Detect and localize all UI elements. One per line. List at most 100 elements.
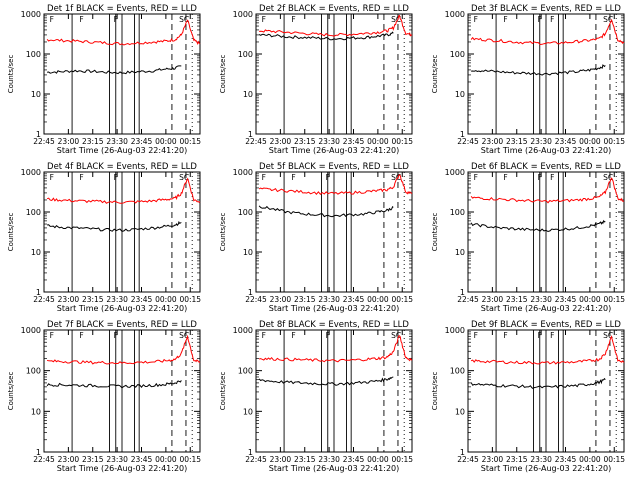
- series-events-line: [258, 376, 394, 386]
- y-tick-label: 1000: [445, 326, 465, 335]
- y-tick-label: 1: [460, 288, 465, 297]
- series-lld-line: [470, 177, 625, 204]
- x-tick-label: 23:45: [555, 137, 577, 146]
- flag-label: F: [79, 15, 83, 24]
- x-tick-label: 00:15: [603, 295, 625, 304]
- flag-label: SC: [179, 331, 189, 340]
- series-events-line: [46, 380, 182, 389]
- x-axis-label: Start Time (26-Aug-03 22:41:20): [481, 146, 612, 155]
- y-tick-label: 1000: [233, 326, 253, 335]
- flag-label: F: [474, 15, 478, 24]
- x-tick-label: 00:00: [155, 295, 177, 304]
- x-tick-label: 22:45: [245, 455, 267, 464]
- x-tick-label: 23:30: [318, 295, 340, 304]
- flag-label: F: [262, 173, 266, 182]
- x-tick-label: 23:45: [555, 455, 577, 464]
- flag-label: F: [474, 331, 478, 340]
- x-tick-label: 00:15: [179, 295, 201, 304]
- flag-label: F: [326, 173, 330, 182]
- panel-title: Det 8f BLACK = Events, RED = LLD: [259, 320, 409, 330]
- y-tick-label: 1: [36, 130, 41, 139]
- x-tick-label: 23:30: [530, 137, 552, 146]
- y-tick-label: 1000: [21, 168, 41, 177]
- flag-label: F: [326, 331, 330, 340]
- flag-label: F: [291, 15, 295, 24]
- y-tick-label: 100: [450, 208, 465, 217]
- panel-title: Det 3f BLACK = Events, RED = LLD: [471, 4, 621, 14]
- x-tick-label: 00:00: [579, 455, 601, 464]
- y-tick-label: 100: [450, 50, 465, 59]
- x-tick-label: 23:00: [58, 455, 80, 464]
- x-tick-label: 23:00: [58, 137, 80, 146]
- x-tick-label: 22:45: [457, 295, 479, 304]
- x-tick-label: 23:00: [58, 295, 80, 304]
- x-tick-label: 23:45: [343, 137, 365, 146]
- x-tick-label: 22:45: [33, 295, 55, 304]
- x-tick-label: 23:45: [343, 295, 365, 304]
- panel-2: Det 2f BLACK = Events, RED = LLD Counts/s…: [219, 4, 413, 155]
- panel-3: Det 3f BLACK = Events, RED = LLD Counts/s…: [431, 4, 625, 155]
- x-tick-label: 23:15: [506, 137, 528, 146]
- series-lld-line: [470, 335, 625, 365]
- y-axis-label: Counts/sec: [219, 55, 227, 94]
- y-axis-label: Counts/sec: [7, 55, 15, 94]
- x-tick-label: 23:30: [318, 137, 340, 146]
- flag-label: SC: [179, 173, 189, 182]
- flag-label: F: [114, 331, 118, 340]
- y-tick-label: 100: [238, 208, 253, 217]
- x-tick-label: 00:15: [179, 137, 201, 146]
- x-tick-label: 23:00: [482, 295, 504, 304]
- series-lld-line: [46, 334, 201, 365]
- x-tick-label: 23:15: [82, 137, 104, 146]
- y-tick-label: 1: [460, 448, 465, 457]
- flag-label: F: [291, 173, 295, 182]
- flag-label: F: [538, 173, 542, 182]
- y-tick-label: 1000: [21, 10, 41, 19]
- y-tick-label: 1000: [21, 326, 41, 335]
- flag-label: SC: [603, 15, 613, 24]
- flag-label: SC: [391, 331, 401, 340]
- y-tick-label: 10: [243, 248, 253, 257]
- x-tick-label: 23:30: [530, 295, 552, 304]
- y-tick-label: 10: [31, 90, 41, 99]
- x-tick-label: 00:15: [603, 137, 625, 146]
- x-tick-label: 23:15: [294, 295, 316, 304]
- x-tick-label: 23:45: [555, 295, 577, 304]
- x-tick-label: 00:15: [603, 455, 625, 464]
- series-events-line: [258, 205, 394, 218]
- x-tick-label: 22:45: [33, 137, 55, 146]
- panel-title: Det 1f BLACK = Events, RED = LLD: [47, 4, 197, 14]
- y-tick-label: 100: [26, 367, 41, 376]
- flag-label: SC: [603, 331, 613, 340]
- flag-label: F: [79, 173, 83, 182]
- flag-label: F: [538, 15, 542, 24]
- x-tick-label: 22:45: [33, 455, 55, 464]
- flag-label: F: [79, 331, 83, 340]
- x-tick-label: 22:45: [457, 455, 479, 464]
- flag-label: F: [262, 331, 266, 340]
- y-tick-label: 100: [26, 208, 41, 217]
- series-lld-line: [46, 19, 201, 46]
- y-tick-label: 1: [36, 288, 41, 297]
- x-tick-label: 23:45: [131, 137, 153, 146]
- y-axis-label: Counts/sec: [431, 372, 439, 411]
- x-tick-label: 22:45: [245, 295, 267, 304]
- y-axis-label: Counts/sec: [219, 213, 227, 252]
- y-tick-label: 10: [243, 90, 253, 99]
- series-events-line: [470, 219, 606, 233]
- flag-label: F: [291, 331, 295, 340]
- panel-4: Det 4f BLACK = Events, RED = LLD Counts/s…: [7, 162, 201, 313]
- y-tick-label: 1000: [233, 10, 253, 19]
- y-tick-label: 100: [238, 367, 253, 376]
- x-axis-label: Start Time (26-Aug-03 22:41:20): [481, 304, 612, 313]
- y-tick-label: 1: [248, 288, 253, 297]
- series-events-line: [47, 65, 182, 75]
- panel-title: Det 4f BLACK = Events, RED = LLD: [47, 162, 197, 172]
- y-tick-label: 100: [450, 367, 465, 376]
- panel-6: Det 6f BLACK = Events, RED = LLD Counts/s…: [431, 162, 625, 313]
- x-tick-label: 00:00: [579, 295, 601, 304]
- series-events-line: [47, 220, 182, 232]
- y-tick-label: 1: [460, 130, 465, 139]
- x-tick-label: 00:15: [391, 295, 413, 304]
- panel-title: Det 6f BLACK = Events, RED = LLD: [471, 162, 621, 172]
